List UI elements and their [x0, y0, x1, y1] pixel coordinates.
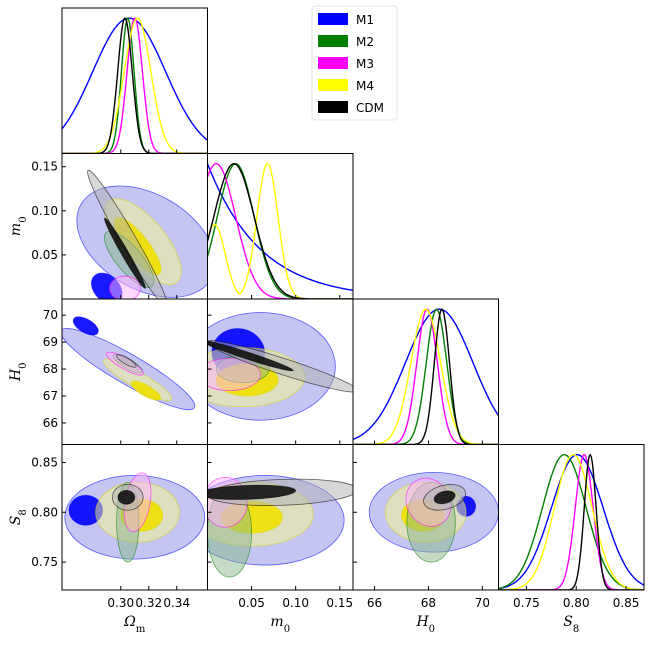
y-tick-label: 0.75 — [31, 555, 58, 569]
marginal-curve-CDM — [498, 453, 644, 590]
contour-CDM-level1 — [104, 217, 146, 289]
axis-label-s8: S8 — [8, 509, 29, 525]
contour-om-s8 — [64, 472, 206, 563]
marginal-curve-M2 — [207, 162, 353, 299]
marginal-curve-M4 — [353, 308, 499, 445]
marginal-curve-CDM — [207, 162, 353, 299]
axis-label-h0: H0 — [8, 362, 29, 382]
marginal-curve-M2 — [353, 308, 499, 445]
contour-m0-h0 — [207, 312, 353, 421]
legend-swatch-M3 — [318, 57, 348, 69]
axis-label-m0: m0 — [270, 614, 290, 635]
marginal-curve-M4 — [498, 453, 644, 590]
contour-m0-s8 — [207, 475, 353, 578]
marginal-om — [62, 17, 208, 154]
x-tick-label: 70 — [475, 596, 490, 610]
marginal-s8 — [498, 453, 644, 590]
x-tick-label: 0.80 — [563, 596, 590, 610]
marginal-m0-frame — [207, 153, 354, 300]
contour-CDM-level1 — [433, 490, 456, 505]
contour-CDM-level1 — [207, 484, 297, 500]
marginal-curve-CDM — [62, 17, 208, 154]
x-tick-label: 0.32 — [135, 596, 162, 610]
x-tick-label: 0.75 — [513, 596, 540, 610]
marginal-curve-M1 — [498, 454, 644, 590]
axis-label-s8: S8 — [563, 614, 579, 635]
marginal-curve-M3 — [498, 453, 644, 590]
y-tick-label: 0.85 — [31, 455, 58, 469]
x-tick-label: 0.15 — [326, 596, 353, 610]
x-tick-label: 0.05 — [238, 596, 265, 610]
axis-label-h0: H0 — [415, 614, 435, 635]
contour-M3-level2 — [207, 357, 261, 392]
legend-swatch-M2 — [318, 35, 348, 47]
axis-label-om: Ωm — [123, 614, 146, 635]
y-tick-label: 0.80 — [31, 505, 58, 519]
x-tick-label: 0.85 — [613, 596, 640, 610]
marginal-curve-M3 — [62, 17, 208, 154]
contour-CDM-level2 — [116, 354, 137, 368]
y-tick-label: 67 — [43, 389, 58, 403]
contour-om-m0 — [76, 169, 208, 299]
legend-swatch-M1 — [318, 13, 348, 25]
legend: M1 M2 M3 M4 CDM — [311, 5, 398, 121]
contour-M4-level1 — [130, 380, 162, 401]
legend-label-M4: M4 — [356, 79, 374, 93]
contour-M3-level2 — [109, 275, 141, 299]
contour-h0-s8-frame — [352, 444, 499, 591]
y-tick-label: 69 — [43, 335, 58, 349]
y-tick-label: 0.10 — [31, 204, 58, 218]
legend-label-M2: M2 — [356, 35, 374, 49]
marginal-h0 — [353, 308, 499, 445]
contour-M1-level1 — [72, 316, 99, 336]
y-tick-label: 0.05 — [31, 248, 58, 262]
marginal-curve-M1 — [353, 308, 499, 441]
marginal-curve-M3 — [353, 308, 499, 445]
marginal-curve-M1 — [207, 163, 353, 291]
contour-om-h0 — [62, 316, 196, 411]
y-tick-label: 70 — [43, 308, 58, 322]
marginal-m0 — [207, 162, 353, 299]
contour-CDM-level1 — [117, 489, 136, 505]
legend-swatch-M4 — [318, 79, 348, 91]
legend-label-M3: M3 — [356, 57, 374, 71]
y-tick-label: 0.15 — [31, 160, 58, 174]
x-tick-label: 68 — [421, 596, 436, 610]
marginal-curve-M2 — [62, 17, 208, 154]
axis-label-m0: m0 — [8, 216, 29, 236]
legend-box — [311, 5, 398, 121]
x-tick-label: 0.30 — [107, 596, 134, 610]
contour-CDM-level1 — [207, 339, 294, 372]
legend-label-CDM: CDM — [356, 101, 384, 115]
marginal-curve-CDM — [353, 308, 499, 445]
legend-swatch-CDM — [318, 101, 348, 113]
contour-h0-s8 — [368, 472, 499, 563]
legend-label-M1: M1 — [356, 13, 374, 27]
marginal-curve-M4 — [207, 162, 353, 299]
marginal-s8-frame — [498, 444, 645, 591]
x-tick-label: 0.10 — [282, 596, 309, 610]
x-tick-label: 0.34 — [163, 596, 190, 610]
marginal-curve-M3 — [207, 162, 353, 299]
y-tick-label: 68 — [43, 362, 58, 376]
marginal-curve-M2 — [498, 454, 644, 590]
x-tick-label: 66 — [367, 596, 382, 610]
y-tick-label: 66 — [43, 416, 58, 430]
